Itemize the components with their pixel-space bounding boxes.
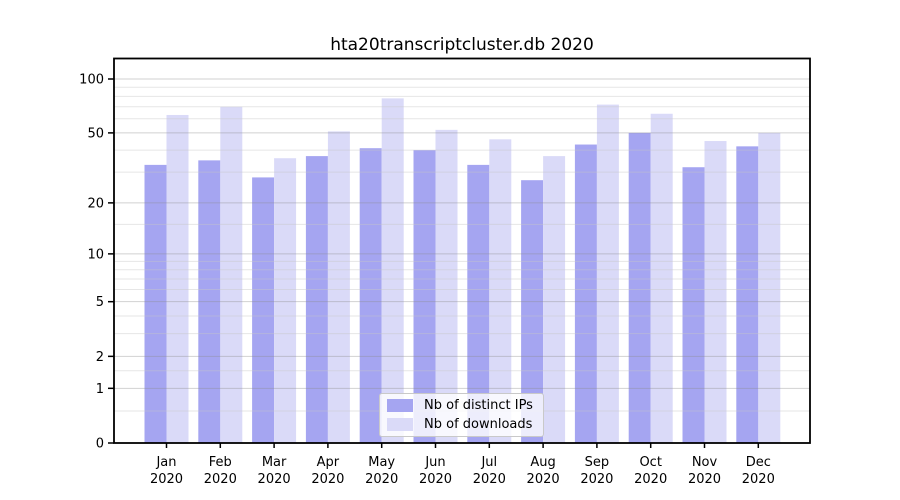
minor-gridlines (114, 86, 810, 412)
bar-nb-of-downloads-sep (596, 104, 619, 444)
x-tick-label-month: May (368, 455, 395, 470)
bar-nb-of-distinct-ips-aug (521, 180, 544, 443)
x-tick-label-year: 2020 (258, 472, 291, 487)
chart-title: hta20transcriptcluster.db 2020 (330, 35, 594, 55)
y-tick-label: 1 (96, 382, 104, 397)
bar-nb-of-distinct-ips-jan (144, 164, 167, 444)
bar-nb-of-distinct-ips-may (359, 148, 382, 444)
legend: Nb of distinct IPs Nb of downloads (379, 393, 544, 437)
x-tick-label-year: 2020 (419, 472, 452, 487)
legend-swatch-downloads (387, 418, 413, 431)
bar-nb-of-distinct-ips-jun (413, 150, 436, 443)
legend-label-distinct-ips: Nb of distinct IPs (424, 398, 533, 413)
bar-nb-of-downloads-nov (704, 141, 727, 444)
bar-nb-of-distinct-ips-dec (736, 146, 759, 443)
bar-nb-of-downloads-mar (274, 158, 297, 443)
x-axis: Jan 2020 Feb 2020 Mar 2020 Apr 2020 May 2020 Jun 20… (150, 443, 775, 487)
y-tick-label: 10 (87, 247, 104, 262)
x-tick-label-year: 2020 (365, 472, 398, 487)
x-tick-label-year: 2020 (150, 472, 183, 487)
x-tick-label-month: Feb (209, 455, 232, 470)
major-gridlines (114, 78, 810, 389)
x-tick-label-month: Nov (692, 455, 718, 470)
bar-nb-of-downloads-jan (166, 114, 189, 444)
bar-nb-of-downloads-jul (489, 139, 512, 443)
x-tick-label-month: Dec (746, 455, 771, 470)
bar-nb-of-downloads-aug (543, 156, 566, 443)
bar-nb-of-distinct-ips-nov (682, 167, 705, 443)
y-tick-label: 100 (79, 73, 104, 88)
x-tick-label-month: Apr (317, 455, 340, 470)
bar-nb-of-downloads-dec (758, 132, 781, 443)
legend-item-distinct-ips: Nb of distinct IPs (380, 398, 543, 413)
plot-frame (113, 57, 811, 444)
legend-item-downloads: Nb of downloads (380, 417, 543, 432)
y-tick-label: 20 (87, 196, 104, 211)
x-tick-label-month: Sep (585, 455, 610, 470)
bar-nb-of-distinct-ips-apr (305, 156, 328, 443)
x-tick-label-month: Aug (530, 455, 555, 470)
y-tick-label: 50 (87, 126, 104, 141)
bar-nb-of-distinct-ips-oct (628, 132, 651, 443)
legend-label-downloads: Nb of downloads (424, 417, 533, 432)
bar-nb-of-downloads-oct (650, 113, 673, 443)
bar-nb-of-downloads-feb (220, 106, 243, 443)
bar-nb-of-distinct-ips-feb (198, 160, 221, 443)
x-tick-label-month: Oct (639, 455, 661, 470)
x-tick-label-month: Jul (480, 455, 497, 470)
y-tick-label: 5 (96, 295, 104, 310)
x-tick-label-year: 2020 (473, 472, 506, 487)
x-tick-label-month: Jan (155, 455, 176, 470)
x-tick-label-month: Mar (262, 455, 287, 470)
x-tick-label-year: 2020 (688, 472, 721, 487)
x-tick-label-year: 2020 (527, 472, 560, 487)
y-tick-label: 0 (96, 437, 104, 452)
x-tick-label-year: 2020 (742, 472, 775, 487)
x-tick-label-year: 2020 (204, 472, 237, 487)
bar-nb-of-downloads-may (381, 98, 404, 443)
x-tick-label-year: 2020 (580, 472, 613, 487)
bar-nb-of-distinct-ips-sep (574, 144, 597, 443)
y-axis: 0 1 2 5 10 20 50 100 (79, 73, 114, 452)
x-tick-label-year: 2020 (634, 472, 667, 487)
legend-swatch-distinct-ips (387, 399, 413, 412)
bar-nb-of-distinct-ips-mar (252, 177, 275, 443)
x-tick-label-month: Jun (424, 455, 445, 470)
bar-nb-of-downloads-jun (435, 129, 458, 443)
bars (144, 98, 781, 444)
x-tick-label-year: 2020 (311, 472, 344, 487)
bar-nb-of-downloads-apr (327, 131, 350, 443)
y-tick-label: 2 (96, 350, 104, 365)
bar-nb-of-distinct-ips-jul (467, 164, 490, 444)
